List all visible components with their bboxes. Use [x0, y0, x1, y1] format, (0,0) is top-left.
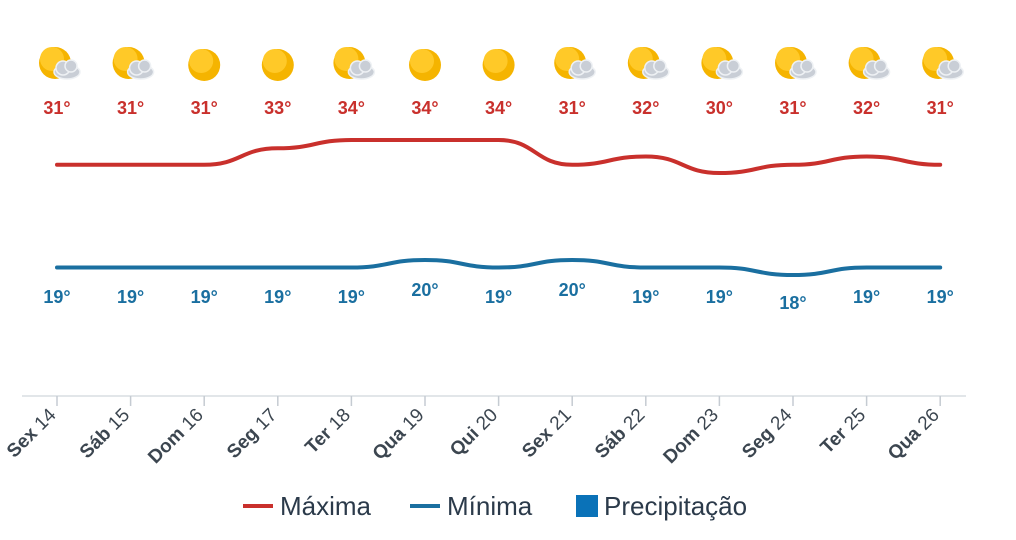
weekday-label: Dom	[660, 423, 705, 468]
legend-label: Máxima	[280, 491, 372, 521]
max-temperature-label: 34°	[411, 98, 438, 118]
day-number-label: 19	[399, 405, 429, 435]
weekday-label: Qui	[446, 423, 483, 460]
day-number-label: 16	[178, 405, 208, 435]
max-temperature-label: 33°	[264, 98, 291, 118]
min-temperature-series: 19° 19° 19° 19° 19° 20° 19° 20° 19° 19° 18° 19° 19°	[43, 257, 954, 313]
max-temperature-label: 34°	[485, 98, 512, 118]
weekday-label: Seg	[223, 423, 262, 462]
min-temperature-label: 19°	[706, 287, 733, 307]
max-temperature-series: 31° 31° 31° 33° 34° 34° 34° 31° 32° 30° 31° 32° 31°	[43, 98, 954, 176]
min-temperature-label: 19°	[117, 287, 144, 307]
weekday-label: Sáb	[591, 423, 630, 462]
sunny-icon	[482, 49, 515, 81]
max-temperature-label: 31°	[927, 98, 954, 118]
weekday-label: Qua	[884, 423, 925, 464]
weekday-label: Dom	[144, 423, 189, 468]
x-tick-label: Sáb 15	[76, 405, 134, 463]
x-tick-label: Seg 17	[223, 405, 281, 463]
partly-cloudy-icon	[922, 47, 964, 80]
min-temperature-label: 19°	[338, 287, 365, 307]
day-number-label: 17	[252, 405, 282, 435]
x-tick-label: Sex 21	[518, 405, 575, 462]
weekday-label: Qua	[369, 423, 410, 464]
day-number-label: 20	[472, 405, 502, 435]
legend-label: Mínima	[447, 491, 533, 521]
weekday-label: Ter	[301, 423, 336, 458]
partly-cloudy-icon	[333, 47, 376, 80]
day-number-label: 26	[914, 405, 944, 435]
legend-item: Máxima	[243, 491, 372, 521]
x-tick-label: Dom 16	[144, 405, 207, 468]
weekday-label: Sex	[3, 423, 42, 462]
x-tick-label: Dom 23	[660, 405, 723, 468]
partly-cloudy-icon	[775, 47, 817, 80]
min-temperature-label: 19°	[853, 287, 880, 307]
max-temperature-label: 31°	[117, 98, 144, 118]
x-tick-label: Sáb 22	[591, 405, 649, 463]
legend-item: Precipitação	[576, 491, 747, 521]
min-temperature-label: 20°	[411, 280, 438, 300]
partly-cloudy-icon	[848, 47, 891, 80]
min-temperature-label: 19°	[632, 287, 659, 307]
max-temperature-label: 32°	[632, 98, 659, 118]
partly-cloudy-icon	[554, 47, 596, 80]
x-tick-label: Seg 24	[738, 404, 796, 462]
min-temperature-line	[55, 257, 943, 278]
x-tick-label: Ter 18	[301, 405, 354, 458]
day-number-label: 21	[546, 405, 576, 435]
max-temperature-label: 31°	[191, 98, 218, 118]
sunny-icon	[261, 49, 294, 81]
max-temperature-label: 32°	[853, 98, 880, 118]
max-temperature-label: 31°	[43, 98, 70, 118]
x-tick-label: Qui 20	[446, 405, 502, 461]
weather-icons	[39, 47, 964, 81]
sunny-icon	[188, 49, 221, 81]
x-tick-label: Qua 19	[369, 405, 429, 465]
min-temperature-label: 19°	[43, 287, 70, 307]
legend-swatch	[576, 495, 598, 517]
min-temperature-label: 18°	[779, 293, 806, 313]
day-number-label: 23	[693, 405, 723, 435]
min-temperature-label: 19°	[927, 287, 954, 307]
min-temperature-label: 20°	[559, 280, 586, 300]
day-number-label: 25	[840, 405, 870, 435]
legend: Máxima Mínima Precipitação	[243, 491, 747, 521]
partly-cloudy-icon	[627, 47, 670, 80]
day-number-label: 15	[104, 405, 134, 435]
partly-cloudy-icon	[112, 47, 155, 80]
weekday-label: Ter	[817, 423, 852, 458]
max-temperature-label: 34°	[338, 98, 365, 118]
legend-label: Precipitação	[604, 491, 747, 521]
weekday-label: Seg	[738, 423, 777, 462]
x-tick-label: Qua 26	[884, 405, 944, 465]
partly-cloudy-icon	[701, 47, 744, 80]
min-temperature-label: 19°	[191, 287, 218, 307]
day-number-label: 18	[325, 405, 355, 435]
day-number-label: 22	[620, 405, 650, 435]
day-number-label: 14	[31, 404, 61, 434]
max-temperature-line	[55, 138, 943, 176]
x-tick-label: Ter 25	[817, 405, 870, 458]
sunny-icon	[409, 49, 441, 81]
weekday-label: Sáb	[76, 423, 115, 462]
max-temperature-label: 31°	[559, 98, 586, 118]
day-number-label: 24	[767, 404, 797, 434]
partly-cloudy-icon	[39, 47, 81, 80]
max-temperature-label: 31°	[779, 98, 806, 118]
legend-item: Mínima	[410, 491, 533, 521]
min-temperature-label: 19°	[485, 287, 512, 307]
min-temperature-label: 19°	[264, 287, 291, 307]
weekday-label: Sex	[518, 423, 557, 462]
max-temperature-label: 30°	[706, 98, 733, 118]
x-tick-label: Sex 14	[3, 404, 61, 462]
